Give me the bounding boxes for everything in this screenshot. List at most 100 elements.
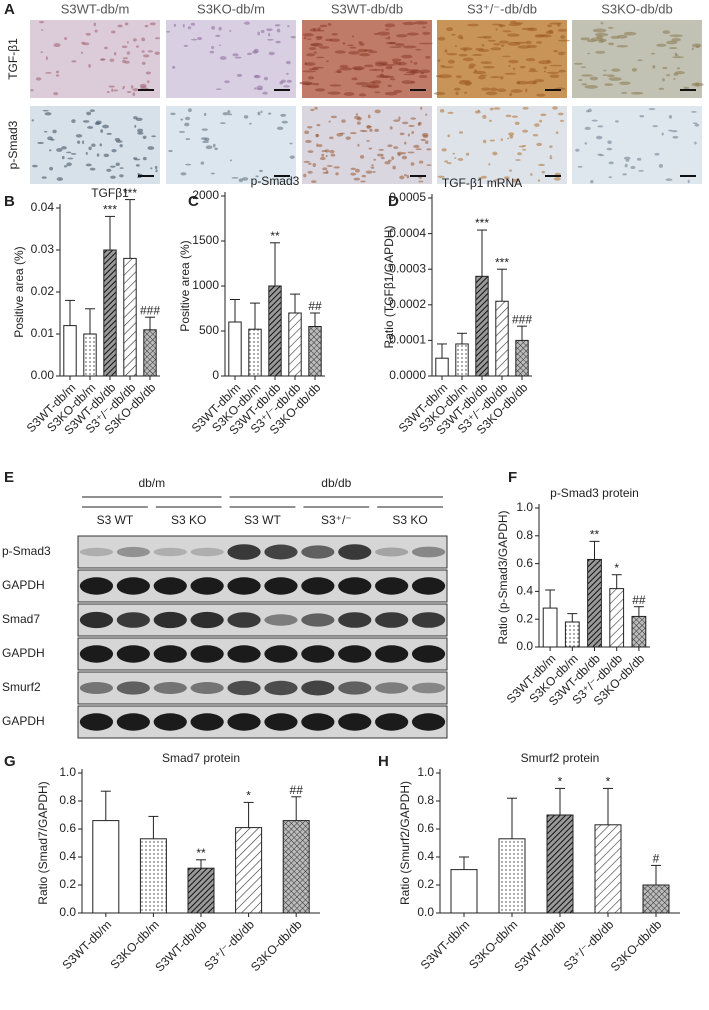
cell <box>529 67 536 72</box>
cell <box>673 72 679 76</box>
band <box>338 544 372 560</box>
bar <box>546 814 574 914</box>
band <box>264 645 298 663</box>
cell <box>465 152 470 156</box>
cell <box>279 81 284 85</box>
cell <box>389 77 396 81</box>
cell <box>358 93 367 97</box>
cell <box>411 131 415 134</box>
cell <box>514 121 520 125</box>
cell <box>658 87 665 91</box>
cell <box>119 144 123 148</box>
band <box>190 547 224 557</box>
cell <box>348 51 360 55</box>
cell <box>190 22 196 26</box>
cell <box>307 38 312 40</box>
cell <box>619 81 631 86</box>
cell <box>361 174 367 178</box>
cell <box>339 67 353 71</box>
cell <box>318 46 330 49</box>
cell <box>111 88 114 93</box>
cell <box>604 83 614 86</box>
cell <box>387 159 392 162</box>
cell <box>608 161 614 165</box>
significance: *** <box>495 255 509 269</box>
cell <box>366 125 373 128</box>
cell <box>616 34 628 39</box>
cell <box>355 113 359 116</box>
cell <box>392 165 396 170</box>
cell <box>600 21 604 25</box>
band <box>375 612 409 628</box>
cell <box>557 51 566 54</box>
y-tick-label: 0.0 <box>516 639 533 653</box>
cell <box>310 108 315 111</box>
cell <box>446 27 454 32</box>
cell <box>694 123 700 127</box>
cell <box>494 179 499 181</box>
cell <box>468 63 476 67</box>
lane-label: S3 KO <box>392 513 427 527</box>
cell <box>519 65 526 69</box>
cell <box>44 112 52 116</box>
cell <box>149 22 156 26</box>
cell <box>447 111 454 115</box>
cell <box>124 60 130 64</box>
cell <box>410 162 415 166</box>
cell <box>418 180 424 183</box>
cell <box>455 91 459 96</box>
cell <box>687 179 690 184</box>
cell <box>113 52 117 56</box>
cell <box>85 151 88 155</box>
cell <box>111 148 117 153</box>
cell <box>573 62 583 65</box>
y-tick-label: 0.2 <box>59 877 76 891</box>
cell <box>56 148 63 152</box>
cell <box>504 72 517 75</box>
cell <box>144 24 149 28</box>
cell <box>368 50 378 54</box>
cell <box>360 180 366 183</box>
cell <box>329 149 335 154</box>
cell <box>457 34 463 39</box>
cell <box>141 37 146 42</box>
cell <box>389 126 393 130</box>
cell <box>363 64 374 68</box>
panel-letter: B <box>4 193 15 210</box>
cell <box>76 140 81 144</box>
y-tick-label: 1.0 <box>516 500 533 514</box>
cell <box>495 28 499 31</box>
band <box>79 645 114 663</box>
cell <box>109 58 115 62</box>
cell <box>598 40 605 43</box>
cell <box>82 120 90 123</box>
cell <box>283 85 290 88</box>
cell <box>541 170 546 174</box>
cell <box>333 166 340 169</box>
cell <box>40 51 44 53</box>
cell <box>540 113 547 117</box>
cell <box>455 75 462 79</box>
cell <box>575 148 580 152</box>
cell <box>137 128 144 133</box>
cell <box>393 146 399 149</box>
cell <box>482 139 487 144</box>
cell <box>350 172 357 176</box>
micrograph <box>166 20 296 98</box>
cell <box>302 33 314 37</box>
cell <box>351 77 358 81</box>
cell <box>185 138 191 141</box>
cell <box>508 65 511 67</box>
cell <box>631 67 637 72</box>
band <box>375 547 409 557</box>
cell <box>95 120 102 125</box>
chart-title: TGF-β1 mRNA <box>442 176 522 190</box>
cell <box>243 21 250 25</box>
cell <box>536 41 543 44</box>
cell <box>40 29 44 31</box>
band <box>264 614 298 626</box>
cell <box>676 67 681 70</box>
cell <box>307 76 315 80</box>
y-tick-label: 0.0000 <box>389 368 426 382</box>
cell <box>498 40 509 44</box>
